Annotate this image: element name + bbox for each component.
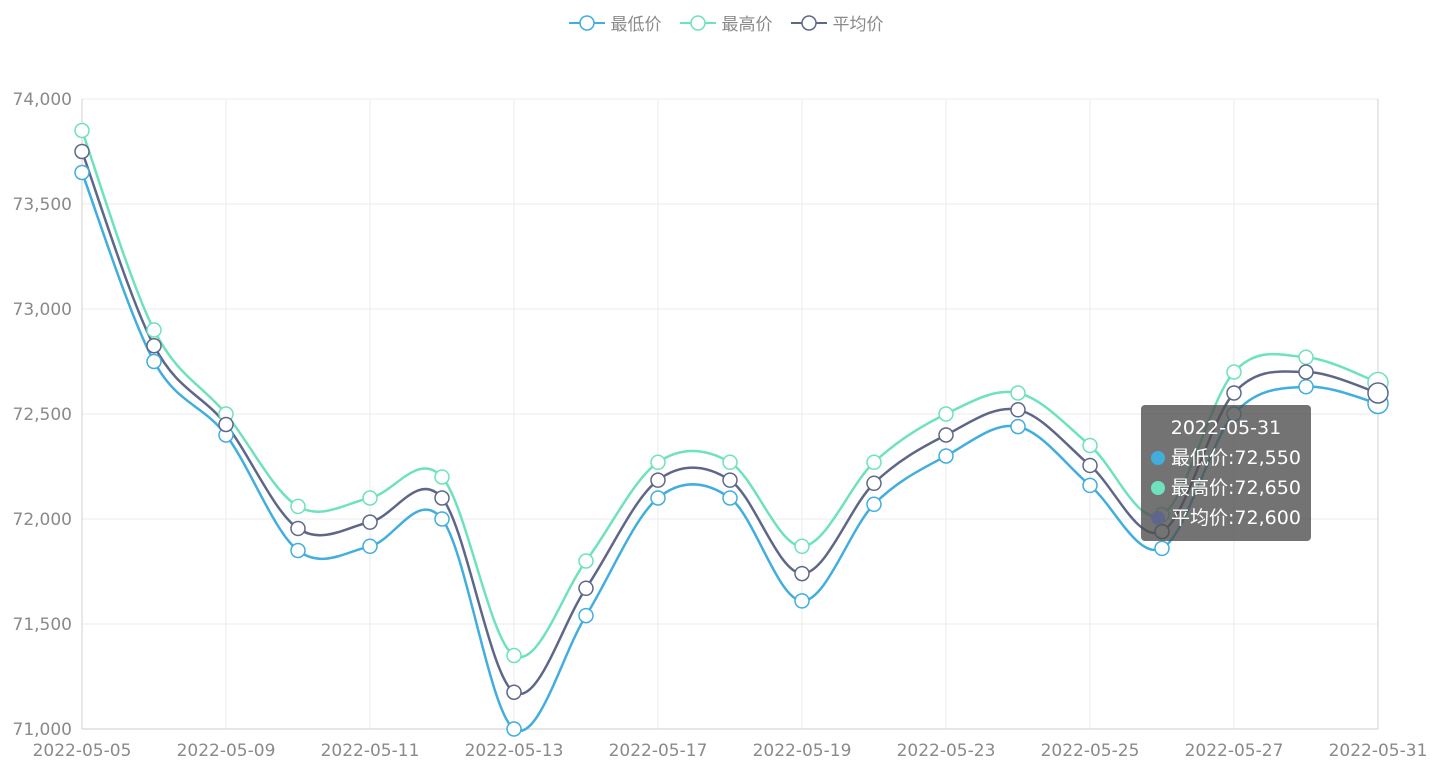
tooltip: 2022-05-31 最低价: 72,550 最高价: 72,650 平均价: …	[1141, 405, 1311, 541]
y-tick-label: 72,000	[13, 510, 72, 530]
data-point-low[interactable]	[146, 353, 162, 370]
data-point-avg[interactable]	[362, 514, 378, 530]
data-point-high[interactable]	[938, 406, 954, 422]
data-point-avg[interactable]	[650, 472, 666, 488]
data-point-avg[interactable]	[146, 338, 162, 354]
data-point-avg[interactable]	[218, 416, 234, 433]
legend-label-low: 最低价	[610, 15, 662, 35]
data-point-avg[interactable]	[794, 565, 810, 582]
data-point-high[interactable]	[290, 498, 306, 515]
data-point-high[interactable]	[506, 647, 522, 664]
series-lines	[74, 122, 1389, 737]
y-tick-label: 73,500	[13, 195, 72, 215]
data-point-low[interactable]	[650, 490, 666, 506]
data-point-avg[interactable]	[74, 143, 90, 160]
data-point-avg[interactable]	[578, 580, 594, 597]
data-point-avg[interactable]	[290, 520, 306, 537]
tooltip-value-low: 72,550	[1234, 447, 1301, 469]
x-tick-label: 2022-05-31	[1329, 741, 1428, 761]
data-point-low[interactable]	[938, 448, 954, 464]
data-point-avg[interactable]	[434, 490, 450, 506]
data-point-avg[interactable]	[938, 427, 954, 443]
tooltip-dot-avg	[1151, 511, 1165, 525]
legend-avg-icon	[790, 14, 827, 31]
data-point-low[interactable]	[506, 721, 522, 737]
data-point-low[interactable]	[1298, 378, 1314, 395]
data-point-high[interactable]	[650, 454, 666, 471]
data-point-high[interactable]	[578, 553, 594, 569]
tooltip-dot-high	[1151, 481, 1165, 495]
x-tick-label: 2022-05-13	[465, 741, 564, 761]
data-point-high[interactable]	[74, 122, 90, 139]
data-point-high[interactable]	[362, 490, 378, 506]
data-point-avg[interactable]	[1082, 457, 1098, 474]
data-point-avg[interactable]	[1226, 385, 1242, 401]
data-point-high[interactable]	[722, 454, 738, 471]
data-point-low[interactable]	[794, 593, 810, 609]
legend-label-avg: 平均价	[832, 15, 884, 35]
x-tick-label: 2022-05-09	[177, 741, 276, 761]
data-point-low[interactable]	[290, 542, 306, 559]
y-tick-label: 72,500	[13, 405, 72, 425]
legend-high-icon	[679, 14, 716, 31]
y-tick-label: 71,500	[13, 615, 72, 635]
tooltip-label-avg: 平均价	[1171, 507, 1229, 529]
data-point-high[interactable]	[434, 469, 450, 485]
data-point-avg[interactable]	[1010, 402, 1026, 418]
tooltip-label-low: 最低价	[1171, 447, 1229, 469]
tooltip-row-low: 最低价: 72,550	[1151, 443, 1301, 473]
data-point-avg[interactable]	[1298, 364, 1314, 380]
data-point-avg[interactable]	[1367, 382, 1389, 404]
legend-item-low[interactable]: 最低价	[568, 10, 662, 35]
data-point-low[interactable]	[866, 496, 882, 513]
data-point-low[interactable]	[1154, 540, 1170, 557]
y-tick-label: 73,000	[13, 300, 72, 320]
x-tick-label: 2022-05-19	[753, 741, 852, 761]
tooltip-value-avg: 72,600	[1234, 507, 1301, 529]
data-point-low[interactable]	[74, 164, 90, 181]
x-tick-label: 2022-05-11	[321, 741, 420, 761]
legend-item-high[interactable]: 最高价	[679, 10, 773, 35]
data-point-low[interactable]	[434, 511, 450, 527]
data-point-high[interactable]	[146, 322, 162, 338]
data-point-high[interactable]	[1298, 349, 1314, 366]
data-point-low[interactable]	[1010, 418, 1026, 435]
tooltip-row-avg: 平均价: 72,600	[1151, 503, 1301, 533]
data-point-low[interactable]	[578, 607, 594, 624]
x-tick-label: 2022-05-23	[897, 741, 996, 761]
tooltip-row-high: 最高价: 72,650	[1151, 473, 1301, 503]
data-point-low[interactable]	[1082, 477, 1098, 494]
legend: 最低价 最高价 平均价	[0, 10, 1452, 35]
data-point-high[interactable]	[866, 454, 882, 471]
x-tick-label: 2022-05-05	[33, 741, 132, 761]
tooltip-value-high: 72,650	[1234, 477, 1301, 499]
axes: 71,000 71,500 72,000 72,500 73,000 73,500 74,0…	[13, 90, 1428, 761]
data-point-high[interactable]	[794, 538, 810, 555]
data-point-avg[interactable]	[866, 475, 882, 492]
data-point-low[interactable]	[362, 538, 378, 555]
x-tick-label: 2022-05-17	[609, 741, 708, 761]
x-tick-label: 2022-05-25	[1041, 741, 1140, 761]
legend-low-icon	[568, 14, 605, 31]
series-line-high	[80, 130, 1379, 659]
y-tick-label: 71,000	[13, 720, 72, 740]
data-point-high[interactable]	[1082, 437, 1098, 454]
tooltip-title: 2022-05-31	[1170, 417, 1282, 439]
data-point-avg[interactable]	[722, 472, 738, 488]
data-point-high[interactable]	[1226, 364, 1242, 380]
tooltip-label-high: 最高价	[1171, 477, 1229, 499]
data-point-low[interactable]	[722, 490, 738, 506]
legend-label-high: 最高价	[721, 15, 773, 35]
data-point-avg[interactable]	[506, 684, 522, 700]
series-line-low	[80, 172, 1379, 733]
legend-item-avg[interactable]: 平均价	[790, 10, 884, 35]
tooltip-dot-low	[1151, 451, 1165, 465]
y-tick-label: 74,000	[13, 90, 72, 110]
x-tick-label: 2022-05-27	[1185, 741, 1284, 761]
data-point-high[interactable]	[1010, 385, 1026, 401]
